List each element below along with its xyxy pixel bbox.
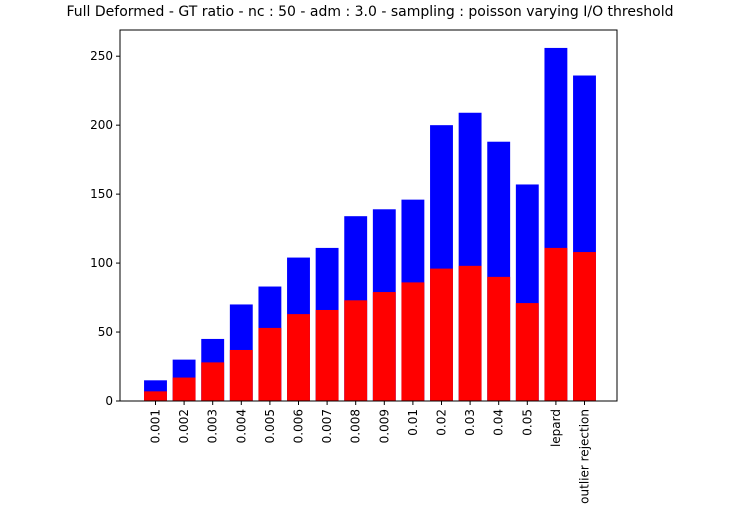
x-tick-label: 0.04 <box>492 409 506 436</box>
bar <box>458 265 482 401</box>
bar <box>172 377 196 401</box>
x-tick-label: 0.006 <box>292 409 306 443</box>
bar <box>201 362 225 401</box>
y-tick-label: 150 <box>90 187 113 201</box>
bar <box>544 247 568 401</box>
bar <box>287 314 310 401</box>
bar <box>430 268 453 401</box>
x-tick-label: outlier rejection <box>578 409 592 504</box>
x-tick-label: 0.007 <box>320 409 334 443</box>
x-tick-label: 0.004 <box>234 409 248 443</box>
bar <box>344 300 368 401</box>
x-tick-label: 0.001 <box>149 409 163 443</box>
x-tick-label: 0.005 <box>263 409 277 443</box>
bar <box>258 327 282 401</box>
bar <box>401 282 425 401</box>
bar <box>229 349 253 401</box>
x-tick-label: 0.003 <box>206 409 220 443</box>
x-tick-label: lepard <box>549 409 563 447</box>
x-tick-label: 0.01 <box>406 409 420 436</box>
bar <box>573 252 596 401</box>
bar <box>372 292 396 401</box>
bar <box>144 391 167 401</box>
x-tick-label: 0.03 <box>463 409 477 436</box>
chart-title: Full Deformed - GT ratio - nc : 50 - adm… <box>67 4 674 20</box>
bar <box>487 276 511 401</box>
x-tick-label: 0.002 <box>177 409 191 443</box>
bar <box>315 309 339 401</box>
plot-frame <box>119 29 618 402</box>
y-tick-label: 100 <box>90 256 113 270</box>
y-tick-label: 250 <box>90 49 113 63</box>
y-tick-label: 200 <box>90 118 113 132</box>
x-tick-label: 0.008 <box>349 409 363 443</box>
x-tick-label: 0.02 <box>435 409 449 436</box>
bar <box>515 303 539 401</box>
y-tick-label: 0 <box>105 394 113 408</box>
x-tick-label: 0.009 <box>377 409 391 443</box>
x-tick-label: 0.05 <box>520 409 534 436</box>
y-tick-label: 50 <box>98 325 113 339</box>
